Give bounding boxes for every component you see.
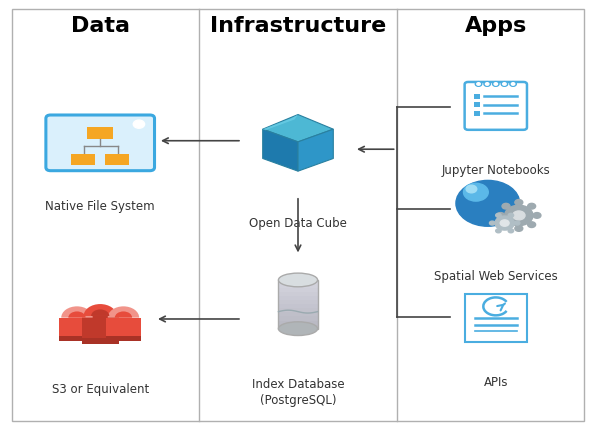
FancyBboxPatch shape (278, 308, 318, 313)
Circle shape (477, 83, 480, 85)
Text: S3 or Equivalent: S3 or Equivalent (52, 383, 149, 396)
Polygon shape (298, 129, 333, 171)
FancyBboxPatch shape (278, 292, 318, 296)
Circle shape (515, 226, 523, 231)
FancyBboxPatch shape (278, 304, 318, 308)
Circle shape (496, 213, 501, 217)
FancyBboxPatch shape (278, 324, 318, 329)
Circle shape (494, 83, 498, 85)
Circle shape (533, 212, 541, 218)
FancyBboxPatch shape (474, 102, 480, 107)
Wedge shape (61, 306, 93, 318)
Circle shape (508, 229, 514, 233)
FancyBboxPatch shape (278, 296, 318, 300)
Circle shape (485, 83, 489, 85)
Text: Spatial Web Services: Spatial Web Services (434, 270, 558, 283)
Circle shape (496, 212, 505, 218)
Circle shape (505, 205, 533, 226)
Text: Infrastructure: Infrastructure (210, 16, 386, 36)
FancyBboxPatch shape (82, 316, 119, 338)
Circle shape (464, 183, 488, 201)
Text: APIs: APIs (483, 376, 508, 389)
Wedge shape (115, 311, 132, 318)
FancyBboxPatch shape (474, 94, 480, 99)
Circle shape (511, 83, 515, 85)
Text: Apps: Apps (465, 16, 527, 36)
Circle shape (502, 203, 510, 209)
Circle shape (502, 83, 506, 85)
FancyBboxPatch shape (82, 338, 119, 344)
FancyBboxPatch shape (278, 316, 318, 320)
Wedge shape (69, 311, 86, 318)
Circle shape (492, 82, 499, 86)
Circle shape (496, 229, 501, 233)
FancyBboxPatch shape (46, 115, 154, 171)
FancyBboxPatch shape (278, 284, 318, 288)
FancyBboxPatch shape (278, 312, 318, 316)
FancyBboxPatch shape (474, 111, 480, 116)
FancyBboxPatch shape (278, 300, 318, 304)
FancyBboxPatch shape (106, 336, 141, 341)
FancyBboxPatch shape (60, 318, 94, 336)
Circle shape (514, 221, 520, 225)
Circle shape (134, 120, 145, 128)
FancyBboxPatch shape (105, 154, 129, 165)
FancyBboxPatch shape (60, 336, 94, 341)
Wedge shape (91, 310, 109, 316)
Circle shape (500, 220, 509, 226)
Circle shape (515, 200, 523, 205)
Circle shape (495, 216, 514, 230)
FancyBboxPatch shape (278, 288, 318, 292)
Circle shape (527, 203, 536, 209)
Circle shape (501, 82, 508, 86)
FancyBboxPatch shape (465, 294, 527, 342)
Text: Index Database
(PostgreSQL): Index Database (PostgreSQL) (252, 378, 344, 407)
Text: Native File System: Native File System (45, 200, 155, 213)
Circle shape (456, 181, 520, 226)
FancyBboxPatch shape (71, 154, 95, 165)
FancyBboxPatch shape (106, 318, 141, 336)
Circle shape (484, 82, 491, 86)
Ellipse shape (278, 322, 318, 335)
Text: Data: Data (71, 16, 130, 36)
FancyBboxPatch shape (278, 280, 318, 284)
Text: Open Data Cube: Open Data Cube (249, 217, 347, 230)
FancyBboxPatch shape (278, 320, 318, 325)
Circle shape (502, 222, 510, 227)
Polygon shape (263, 114, 298, 130)
Text: Jupyter Notebooks: Jupyter Notebooks (442, 164, 550, 177)
Circle shape (466, 185, 477, 193)
Polygon shape (263, 129, 298, 171)
Circle shape (489, 221, 495, 225)
Circle shape (508, 213, 514, 217)
Circle shape (527, 222, 536, 227)
Wedge shape (83, 304, 117, 316)
Polygon shape (263, 114, 333, 142)
Circle shape (513, 211, 525, 220)
Wedge shape (108, 306, 139, 318)
FancyBboxPatch shape (87, 126, 113, 139)
FancyBboxPatch shape (12, 9, 584, 421)
Circle shape (510, 82, 516, 86)
FancyBboxPatch shape (465, 82, 527, 130)
Circle shape (475, 82, 482, 86)
Ellipse shape (278, 273, 318, 287)
